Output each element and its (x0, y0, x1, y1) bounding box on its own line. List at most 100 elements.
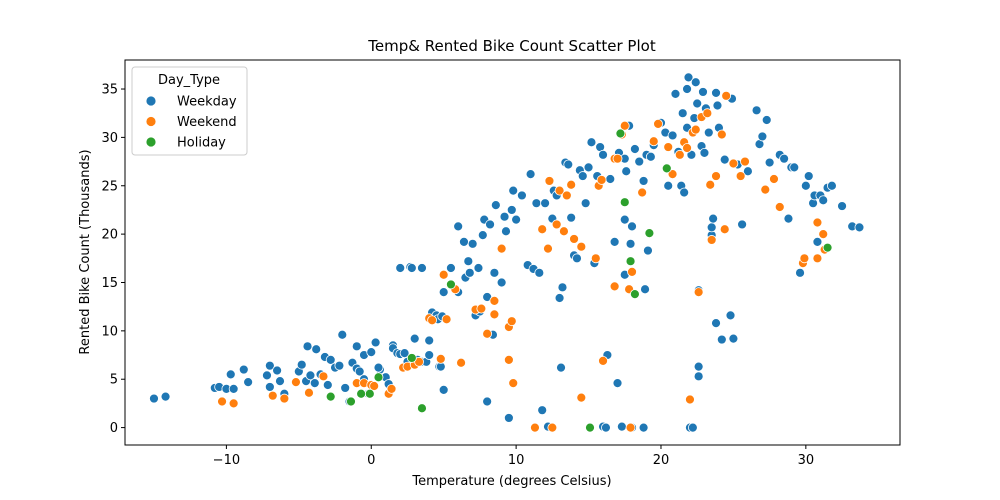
data-point-weekday (464, 267, 475, 278)
data-point-weekday (424, 350, 435, 360)
data-point-weekday (459, 236, 469, 247)
data-point-weekday (275, 376, 285, 387)
data-point-weekend (799, 253, 810, 264)
data-point-weekend (482, 328, 493, 339)
data-point-weekday (467, 238, 478, 249)
data-point-weekend (774, 202, 785, 212)
data-point-weekday (262, 370, 272, 381)
data-point-weekday (499, 211, 510, 222)
x-tick-label: −10 (213, 453, 240, 468)
data-point-weekday (160, 391, 171, 402)
data-point-weekend (685, 394, 695, 405)
data-point-weekday (783, 213, 794, 224)
y-axis-label: Rented Bike Count (Thousands) (78, 149, 93, 354)
data-point-weekday (698, 87, 708, 97)
data-point-weekday (463, 256, 474, 267)
data-point-weekend (304, 387, 314, 398)
data-point-holiday (417, 403, 427, 414)
data-point-weekday (586, 137, 597, 148)
data-point-weekday (711, 87, 721, 98)
data-point-weekend (719, 224, 730, 235)
data-point-weekday (406, 263, 417, 273)
data-point-weekend (716, 129, 727, 140)
data-point-weekday (511, 214, 522, 225)
data-point-weekday (438, 384, 449, 395)
data-point-weekday (243, 377, 254, 388)
x-tick-label: 20 (653, 453, 670, 468)
data-point-weekday (583, 162, 594, 173)
data-point-weekend (438, 269, 449, 280)
data-point-weekday (580, 198, 591, 209)
data-point-weekend (291, 377, 301, 388)
data-point-weekday (366, 347, 377, 358)
y-tick-label: 35 (101, 83, 118, 98)
data-point-holiday (356, 388, 367, 399)
data-point-weekend (561, 190, 572, 201)
data-point-weekend (506, 316, 517, 327)
data-point-weekend (663, 142, 674, 152)
legend: Day_Type Weekday Weekend Holiday (131, 66, 248, 156)
data-point-weekday (395, 263, 406, 273)
data-point-weekday (305, 370, 316, 381)
data-point-weekday (334, 360, 345, 371)
x-tick-label: 10 (508, 453, 525, 468)
data-point-weekend (637, 187, 648, 198)
data-point-weekend (441, 314, 452, 325)
data-point-weekday (645, 151, 656, 162)
data-point-weekday (311, 344, 322, 355)
data-point-weekday (742, 166, 753, 177)
data-point-weekday (609, 236, 620, 247)
data-point-weekday (693, 371, 704, 382)
data-point-weekday (638, 422, 649, 433)
data-point-weekend (435, 354, 446, 364)
data-point-weekend (279, 393, 290, 404)
legend-marker-holiday (145, 136, 157, 148)
data-point-weekday (638, 176, 649, 186)
data-point-weekday (812, 236, 823, 247)
data-point-weekday (712, 100, 723, 111)
data-point-weekday (482, 396, 493, 407)
data-point-weekend (228, 398, 239, 409)
data-point-weekday (708, 213, 719, 224)
data-point-weekend (648, 136, 659, 147)
data-point-weekend (569, 234, 579, 244)
data-point-weekend (711, 171, 721, 181)
data-point-weekday (409, 333, 420, 344)
data-point-weekend (705, 179, 716, 190)
data-point-weekday (706, 222, 717, 233)
data-point-weekday (296, 359, 307, 370)
data-point-weekday (686, 149, 697, 160)
data-point-weekday (719, 154, 730, 165)
data-point-weekday (827, 180, 837, 191)
data-point-weekday (424, 335, 435, 346)
data-point-holiday (373, 372, 384, 383)
legend-frame (131, 66, 248, 156)
data-point-weekday (309, 378, 320, 388)
data-point-weekday (757, 131, 768, 142)
data-point-weekday (605, 174, 616, 184)
data-point-weekend (537, 224, 548, 235)
data-point-weekday (534, 267, 545, 278)
data-point-weekday (619, 214, 630, 225)
data-point-weekday (238, 364, 249, 375)
x-tick-label: 30 (798, 453, 815, 468)
data-point-weekday (566, 212, 577, 223)
legend-label-holiday: Holiday (177, 136, 226, 151)
data-point-weekday (325, 354, 336, 365)
data-point-weekday (630, 144, 640, 154)
data-point-weekday (225, 369, 236, 380)
data-point-weekday (370, 337, 381, 348)
legend-marker-weekday (145, 95, 157, 107)
data-point-weekday (485, 219, 495, 230)
data-point-weekday (537, 405, 548, 416)
data-point-weekend (489, 295, 500, 306)
data-point-weekday (473, 263, 484, 273)
data-point-weekday (764, 157, 775, 168)
data-point-weekend (706, 235, 717, 245)
data-point-holiday (619, 197, 630, 208)
data-point-weekday (803, 171, 814, 181)
data-point-weekday (667, 130, 678, 141)
data-point-weekend (690, 124, 701, 135)
data-point-weekend (369, 381, 380, 391)
